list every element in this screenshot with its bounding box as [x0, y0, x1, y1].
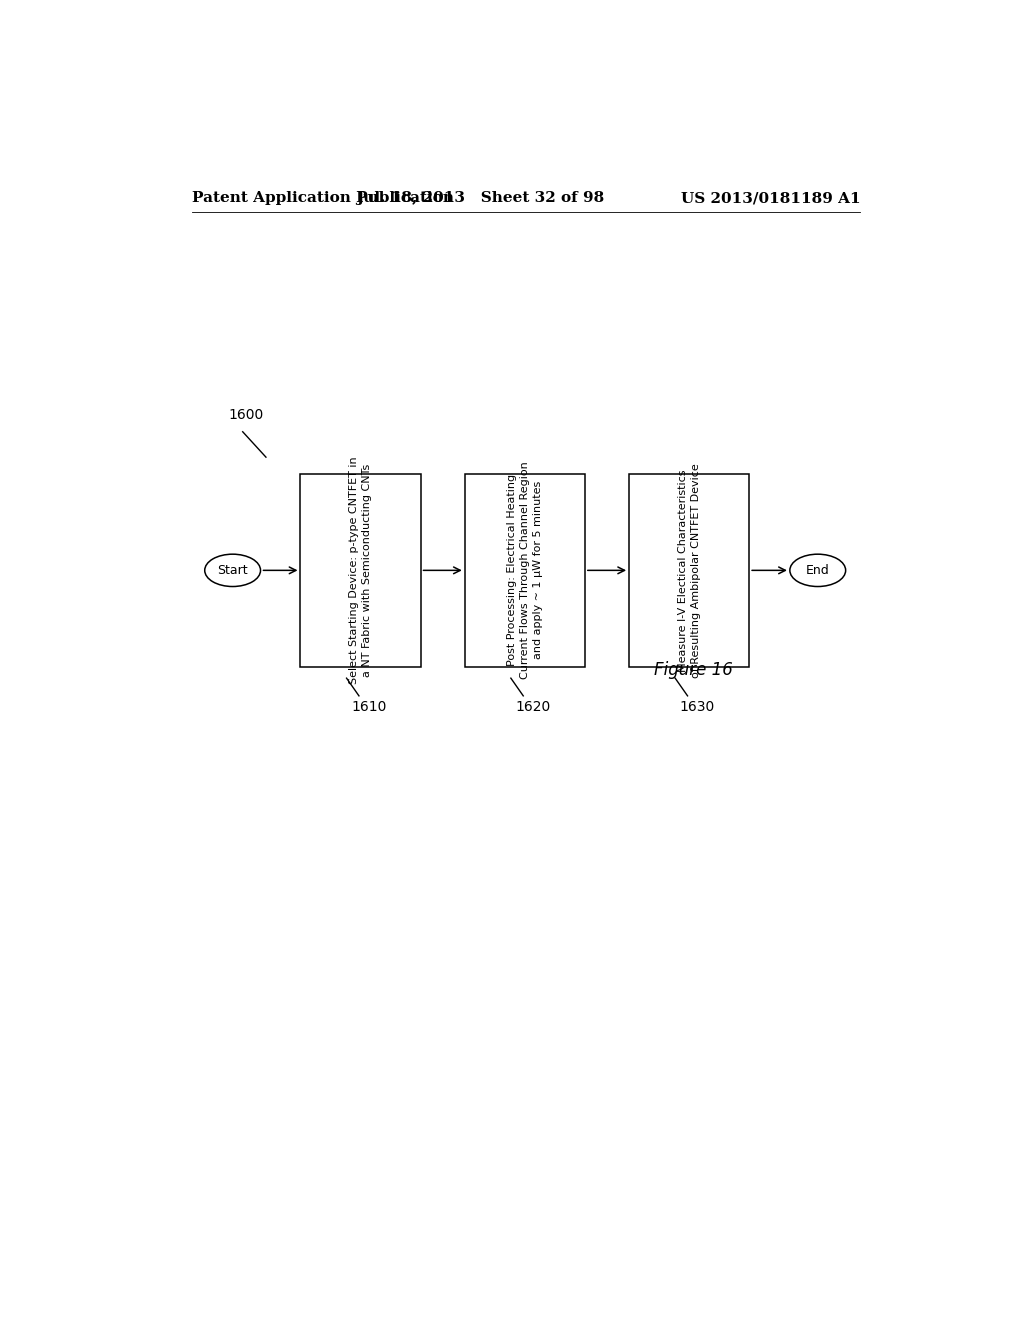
Text: 1620: 1620 [515, 700, 551, 714]
Text: Start: Start [217, 564, 248, 577]
Text: Jul. 18, 2013   Sheet 32 of 98: Jul. 18, 2013 Sheet 32 of 98 [356, 191, 605, 206]
Text: 1610: 1610 [351, 700, 387, 714]
Text: Select Starting Device: p-type CNTFET in
a NT Fabric with Semiconducting CNTs: Select Starting Device: p-type CNTFET in… [349, 457, 372, 684]
Text: US 2013/0181189 A1: US 2013/0181189 A1 [681, 191, 860, 206]
FancyBboxPatch shape [465, 474, 585, 667]
Ellipse shape [205, 554, 260, 586]
Text: Post Processing: Electrical Heating
Current Flows Through Channel Region
and app: Post Processing: Electrical Heating Curr… [507, 462, 543, 680]
Ellipse shape [790, 554, 846, 586]
Text: End: End [806, 564, 829, 577]
FancyBboxPatch shape [629, 474, 750, 667]
FancyBboxPatch shape [300, 474, 421, 667]
Text: 1630: 1630 [680, 700, 715, 714]
Text: Measure I-V Electical Characteristics
of Resulting Ambipolar CNTFET Device: Measure I-V Electical Characteristics of… [678, 463, 700, 677]
Text: Patent Application Publication: Patent Application Publication [191, 191, 454, 206]
Text: 1600: 1600 [228, 408, 264, 422]
Text: Figure 16: Figure 16 [654, 661, 733, 680]
